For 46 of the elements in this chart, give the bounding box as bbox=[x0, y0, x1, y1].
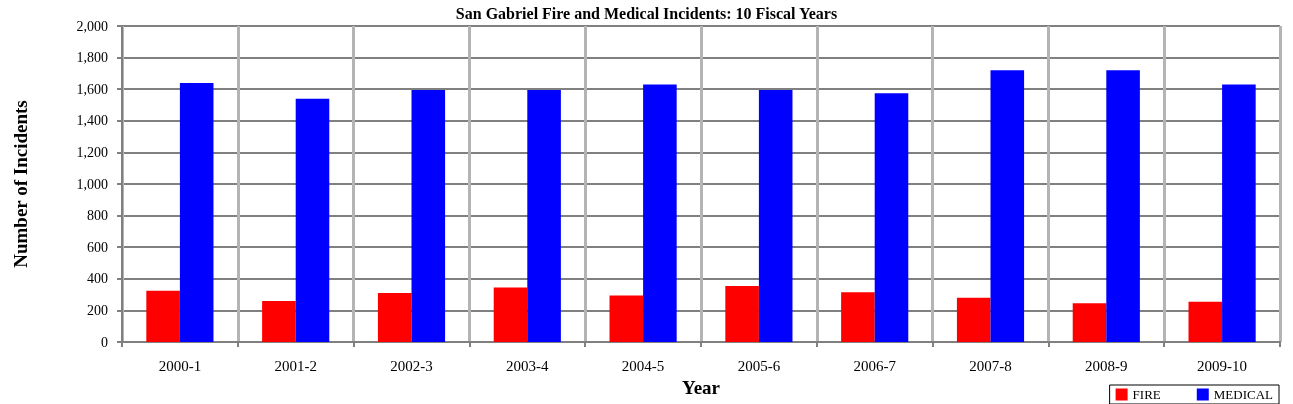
bar bbox=[377, 293, 412, 342]
bar bbox=[841, 292, 875, 342]
x-tick-label: 2009-10 bbox=[1197, 357, 1248, 374]
y-tick-label: 0 bbox=[101, 334, 108, 350]
y-tick-label: 200 bbox=[87, 302, 108, 318]
bar bbox=[146, 290, 180, 342]
x-tick-label: 2006-7 bbox=[853, 357, 897, 374]
bar bbox=[956, 297, 991, 342]
y-tick-label: 600 bbox=[87, 239, 108, 255]
bar bbox=[643, 84, 677, 342]
bar bbox=[1188, 301, 1223, 342]
legend-label: MEDICAL bbox=[1213, 387, 1274, 402]
bar bbox=[874, 93, 909, 342]
bar bbox=[609, 295, 644, 342]
y-axis-title: Number of Incidents bbox=[10, 100, 31, 268]
bar bbox=[758, 89, 793, 342]
bar bbox=[411, 89, 446, 342]
x-tick-label: 2005-6 bbox=[737, 357, 781, 374]
bar bbox=[990, 70, 1025, 342]
x-tick-label: 2004-5 bbox=[621, 357, 665, 374]
y-tick-label: 1,000 bbox=[76, 176, 108, 192]
y-tick-label: 1,800 bbox=[76, 50, 108, 66]
bar bbox=[725, 285, 759, 342]
x-tick-label: 2003-4 bbox=[506, 357, 550, 374]
bar bbox=[1072, 303, 1107, 342]
x-tick-label: 2001-2 bbox=[274, 357, 317, 374]
bar bbox=[1106, 70, 1140, 342]
legend-label: FIRE bbox=[1132, 387, 1161, 402]
bar bbox=[493, 287, 528, 342]
bar bbox=[527, 89, 561, 342]
x-tick-label: 2007-8 bbox=[969, 357, 1012, 374]
y-tick-label: 1,600 bbox=[76, 81, 108, 97]
y-tick-label: 400 bbox=[87, 271, 108, 287]
bar bbox=[295, 98, 330, 342]
bar bbox=[1222, 84, 1256, 342]
x-axis-title: Year bbox=[682, 377, 721, 398]
y-tick-label: 2,000 bbox=[76, 18, 108, 34]
x-tick-label: 2000-1 bbox=[158, 357, 202, 374]
x-tick-label: 2002-3 bbox=[390, 357, 433, 374]
bar bbox=[262, 300, 296, 342]
bar bbox=[179, 82, 214, 342]
y-tick-label: 800 bbox=[87, 208, 108, 224]
y-tick-label: 1,200 bbox=[76, 144, 108, 160]
y-tick-label: 1,400 bbox=[76, 113, 108, 129]
x-tick-label: 2008-9 bbox=[1085, 357, 1128, 374]
chart-title: San Gabriel Fire and Medical Incidents: 10 Fiscal Years bbox=[455, 4, 838, 22]
